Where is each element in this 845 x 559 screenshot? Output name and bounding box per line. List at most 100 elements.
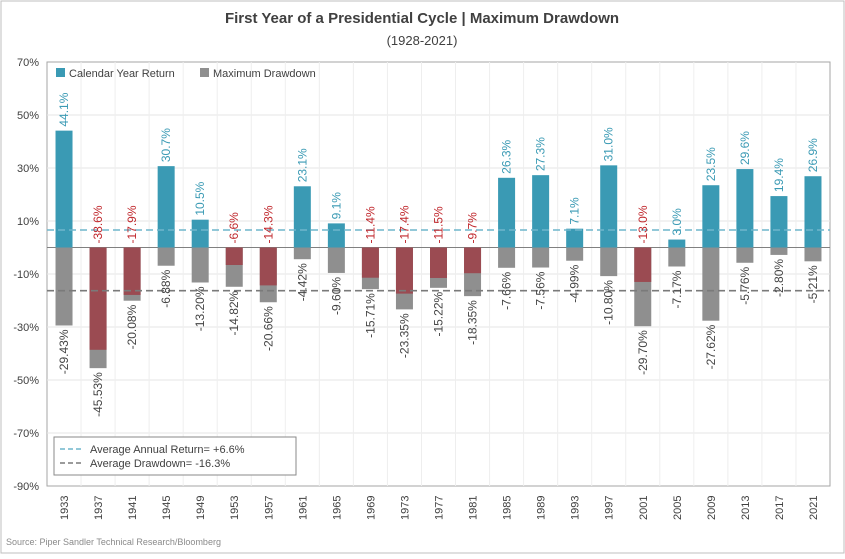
return-label: 3.0% — [670, 208, 684, 236]
drawdown-bar — [736, 247, 754, 263]
legend-label-drawdown: Maximum Drawdown — [213, 68, 316, 80]
return-bar-negative — [123, 247, 141, 295]
return-label: 9.1% — [329, 192, 343, 220]
drawdown-label: -20.08% — [125, 304, 139, 349]
drawdown-bar — [566, 247, 584, 261]
return-label: -13.0% — [636, 205, 650, 243]
return-label: 23.1% — [295, 148, 309, 182]
x-tick-label: 1981 — [468, 496, 480, 520]
drawdown-label: -7.17% — [670, 270, 684, 308]
drawdown-label: -29.43% — [57, 329, 71, 374]
drawdown-label: -15.71% — [363, 293, 377, 338]
return-label: -11.5% — [432, 206, 446, 243]
data-labels: 44.1% -29.43% -38.6% -45.53% -17.9% -20.08% 30… — [57, 92, 820, 417]
x-tick-label: 2021 — [808, 496, 820, 520]
drawdown-bar — [600, 247, 618, 277]
return-bar — [191, 219, 209, 248]
x-tick-label: 2001 — [638, 496, 650, 520]
chart-subtitle: (1928-2021) — [387, 33, 458, 48]
y-tick-label: -90% — [13, 481, 39, 493]
legend-label-average-drawdown: Average Drawdown= -16.3% — [90, 458, 230, 470]
return-bar — [804, 176, 822, 248]
return-label: 10.5% — [193, 181, 207, 215]
return-bar — [327, 223, 345, 248]
return-label: 19.4% — [772, 158, 786, 192]
x-tick-label: 1961 — [297, 496, 309, 520]
drawdown-label: -15.22% — [432, 292, 446, 337]
x-tick-label: 1957 — [263, 496, 275, 520]
x-tick-label: 1949 — [195, 496, 207, 520]
y-tick-label: 30% — [17, 163, 39, 175]
return-label: 31.0% — [602, 127, 616, 161]
return-bar — [498, 177, 516, 248]
x-tick-label: 1985 — [502, 496, 514, 520]
legend-swatch-drawdown — [200, 68, 209, 77]
drawdown-bar — [157, 247, 175, 266]
return-label: 30.7% — [159, 128, 173, 162]
x-tick-label: 2013 — [740, 496, 752, 520]
return-bar-negative — [89, 247, 107, 350]
drawdown-label: -6.88% — [159, 269, 173, 307]
gridlines — [47, 62, 830, 486]
return-bar — [157, 166, 175, 248]
x-tick-label: 2005 — [672, 496, 684, 520]
source-note: Source: Piper Sandler Technical Research… — [6, 537, 221, 547]
return-label: 44.1% — [57, 92, 71, 126]
drawdown-label: -4.42% — [295, 263, 309, 301]
reference-lines — [47, 229, 830, 292]
drawdown-bar — [327, 247, 345, 273]
drawdown-label: -7.56% — [534, 271, 548, 309]
return-bar-negative — [430, 247, 447, 278]
y-tick-label: 10% — [17, 216, 39, 228]
return-bar-negative — [259, 247, 277, 286]
drawdown-bar — [804, 247, 822, 262]
reference-legend: Average Annual Return= +6.6% Average Draw… — [53, 436, 297, 476]
y-tick-label: -30% — [13, 322, 39, 334]
drawdown-label: -5.21% — [806, 265, 820, 303]
return-bar-negative — [361, 247, 379, 278]
x-tick-label: 1989 — [536, 496, 548, 520]
drawdown-label: -13.20% — [193, 286, 207, 331]
return-label: 29.6% — [738, 131, 752, 165]
return-bar-negative — [395, 247, 413, 294]
drawdown-label: -23.35% — [397, 313, 411, 358]
return-bar — [702, 185, 720, 248]
return-label: -11.4% — [363, 206, 377, 243]
legend-swatch-return — [56, 68, 65, 77]
return-bar — [566, 228, 584, 248]
x-tick-label: 1969 — [365, 496, 377, 520]
drawdown-bar — [293, 247, 311, 260]
return-label: 27.3% — [534, 137, 548, 171]
x-tick-label: 2009 — [706, 496, 718, 520]
return-label: 26.9% — [806, 138, 820, 172]
drawdown-label: -4.99% — [568, 264, 582, 302]
y-tick-label: -50% — [13, 375, 39, 387]
x-tick-label: 1977 — [434, 496, 446, 520]
x-tick-label: 1937 — [93, 496, 105, 520]
x-tick-label: 1965 — [331, 496, 343, 520]
series-legend: Calendar Year Return Maximum Drawdown — [56, 68, 316, 80]
drawdown-label: -27.62% — [704, 324, 718, 369]
drawdown-label: -2.80% — [772, 259, 786, 297]
drawdown-bar — [532, 247, 550, 268]
drawdown-label: -7.66% — [500, 271, 514, 309]
x-tick-label: 1933 — [59, 496, 71, 520]
return-label: -9.7% — [466, 212, 480, 244]
x-tick-label: 1945 — [161, 496, 173, 520]
drawdown-label: -45.53% — [91, 372, 105, 417]
y-tick-label: 50% — [17, 110, 39, 122]
return-bar-negative — [225, 247, 243, 265]
drawdown-bar — [191, 247, 209, 283]
drawdown-label: -9.60% — [329, 277, 343, 315]
y-tick-label: 70% — [17, 57, 39, 69]
drawdown-label: -14.82% — [227, 290, 241, 335]
chart-title: First Year of a Presidential Cycle | Max… — [225, 10, 619, 27]
x-axis: 1933 1937 1941 1945 1949 1953 1957 1961 1965 1969… — [59, 496, 820, 520]
x-tick-label: 2017 — [774, 496, 786, 520]
return-bar-negative — [634, 247, 652, 282]
drawdown-bar — [668, 247, 686, 267]
return-label: 23.5% — [704, 147, 718, 181]
return-bar — [668, 239, 686, 248]
